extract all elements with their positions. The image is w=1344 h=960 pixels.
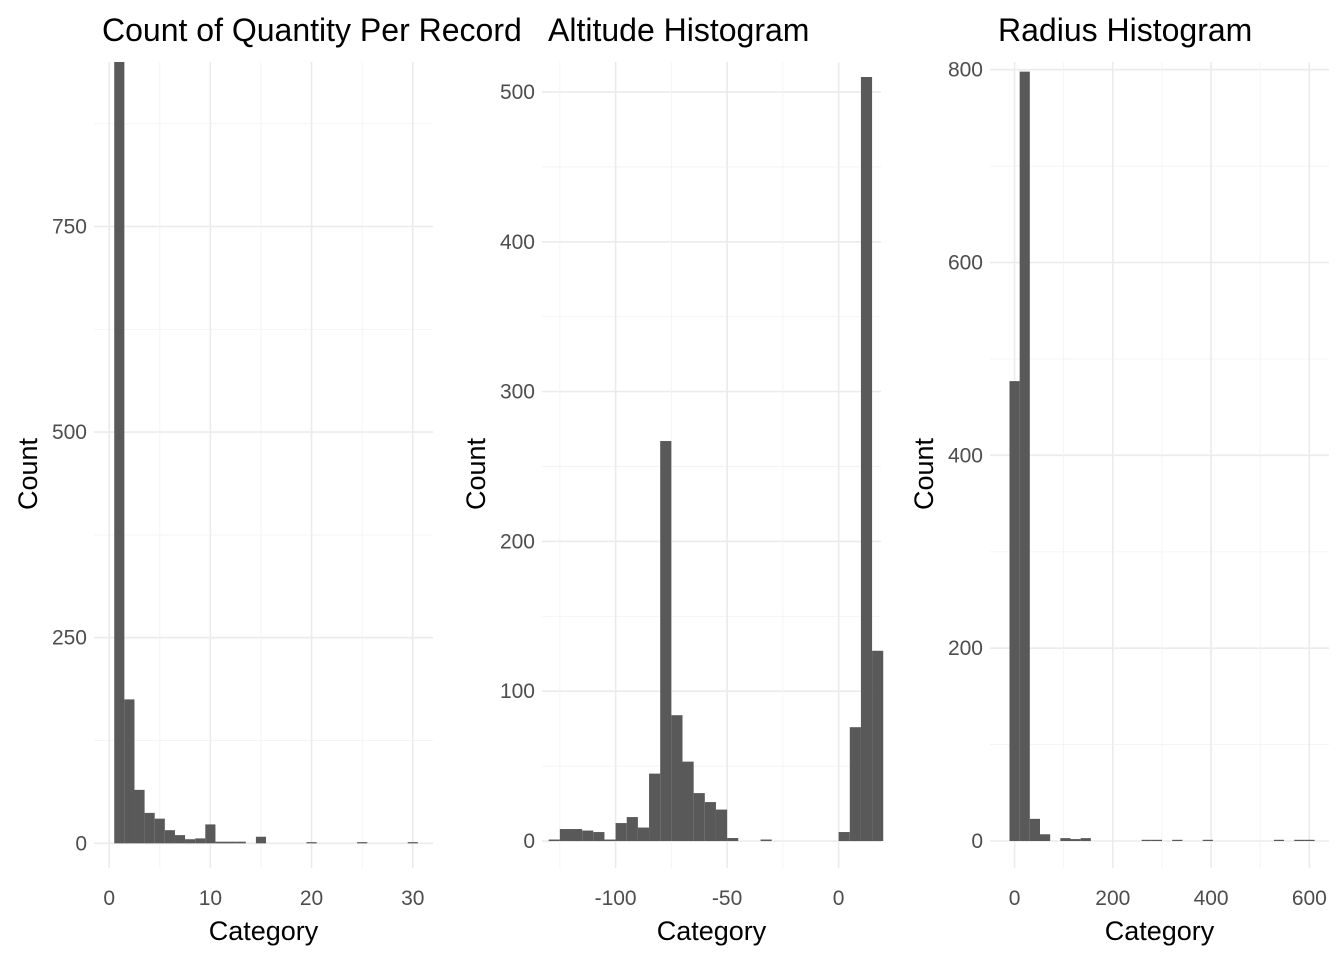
bar xyxy=(838,832,850,842)
bar xyxy=(1294,839,1305,842)
y-tick-label: 750 xyxy=(52,215,87,238)
bar xyxy=(682,761,694,842)
bar xyxy=(195,838,206,844)
bar xyxy=(134,789,145,844)
bar xyxy=(860,76,873,842)
x-tick-label: 10 xyxy=(199,887,222,910)
bar xyxy=(660,441,672,842)
y-tick-label: 100 xyxy=(500,680,535,703)
bar xyxy=(164,830,175,844)
bar xyxy=(1141,839,1152,842)
bar xyxy=(1080,838,1091,842)
bar xyxy=(715,809,728,842)
bar xyxy=(124,699,135,844)
x-axis-label: Category xyxy=(209,916,319,946)
bar xyxy=(1151,839,1163,842)
y-tick-label: 0 xyxy=(971,830,983,853)
y-axis-label: Count xyxy=(461,437,491,510)
bar xyxy=(215,841,226,844)
bar xyxy=(1029,818,1040,842)
bar xyxy=(693,793,705,842)
x-tick-label: 0 xyxy=(103,887,115,910)
bar xyxy=(1039,834,1051,842)
bar xyxy=(727,838,739,842)
chart-title: Count of Quantity Per Record xyxy=(102,12,522,48)
x-axis-label: Category xyxy=(1105,916,1215,946)
bar xyxy=(114,62,125,844)
y-tick-label: 500 xyxy=(500,81,535,104)
bar xyxy=(704,802,716,842)
bar xyxy=(548,839,560,842)
bar xyxy=(649,773,661,842)
y-tick-label: 800 xyxy=(948,59,983,82)
y-tick-label: 200 xyxy=(948,637,983,660)
x-tick-label: -100 xyxy=(595,887,637,910)
bar xyxy=(255,836,267,844)
chart-panel-2: 0 100 200 300 400 500 -100 -50 0 Category Count Alt… xyxy=(461,12,884,946)
bar xyxy=(1172,839,1183,842)
bar xyxy=(225,841,236,844)
chart-panel-3: 0 200 400 600 800 0 200 400 600 Category Count Radi… xyxy=(909,12,1329,946)
bar xyxy=(570,829,583,842)
bar xyxy=(872,650,884,842)
bar xyxy=(144,812,155,844)
y-axis-label: Count xyxy=(13,437,43,510)
bar xyxy=(849,727,861,842)
bar xyxy=(1304,839,1315,842)
bar xyxy=(1009,381,1020,842)
grid xyxy=(542,62,881,868)
bar xyxy=(306,842,317,844)
bar xyxy=(1070,839,1081,842)
bar xyxy=(1202,839,1213,842)
y-tick-label: 600 xyxy=(948,252,983,275)
bar xyxy=(582,830,594,842)
y-tick-label: 400 xyxy=(500,231,535,254)
x-tick-label: 0 xyxy=(1009,887,1021,910)
bar xyxy=(154,818,165,844)
chart-title: Altitude Histogram xyxy=(548,12,809,48)
bar xyxy=(604,839,616,842)
chart-panel-1: 0 250 500 750 0 10 20 30 Category Count Count of Q… xyxy=(13,12,522,946)
x-axis-label: Category xyxy=(657,916,767,946)
bar xyxy=(637,827,650,842)
grid xyxy=(94,62,433,868)
y-tick-label: 0 xyxy=(75,832,87,855)
y-tick-label: 300 xyxy=(500,381,535,404)
bars xyxy=(114,62,418,844)
x-tick-label: 200 xyxy=(1095,887,1130,910)
x-tick-label: 600 xyxy=(1292,887,1327,910)
bar xyxy=(235,841,246,844)
bar xyxy=(593,832,605,842)
y-tick-label: 250 xyxy=(52,627,87,650)
bar xyxy=(1273,839,1285,842)
chart-title: Radius Histogram xyxy=(998,12,1252,48)
bar xyxy=(671,715,683,842)
x-tick-label: 20 xyxy=(300,887,323,910)
x-tick-label: 400 xyxy=(1194,887,1229,910)
y-tick-label: 500 xyxy=(52,421,87,444)
bar xyxy=(407,842,418,844)
y-tick-label: 0 xyxy=(523,830,535,853)
bar xyxy=(205,824,216,844)
bar xyxy=(760,839,772,842)
x-tick-label: 30 xyxy=(401,887,424,910)
y-tick-label: 200 xyxy=(500,530,535,553)
bars xyxy=(1009,71,1315,842)
grid xyxy=(990,62,1329,868)
x-tick-label: 0 xyxy=(833,887,845,910)
bar xyxy=(1060,838,1071,842)
bars xyxy=(548,76,884,842)
y-axis-label: Count xyxy=(909,437,939,510)
bar xyxy=(559,829,571,842)
bar xyxy=(357,842,368,844)
bar xyxy=(174,835,186,844)
y-tick-label: 400 xyxy=(948,444,983,467)
bar xyxy=(615,823,627,842)
bar xyxy=(626,817,638,842)
bar xyxy=(1019,71,1030,842)
bar xyxy=(185,839,196,844)
x-tick-label: -50 xyxy=(712,887,742,910)
